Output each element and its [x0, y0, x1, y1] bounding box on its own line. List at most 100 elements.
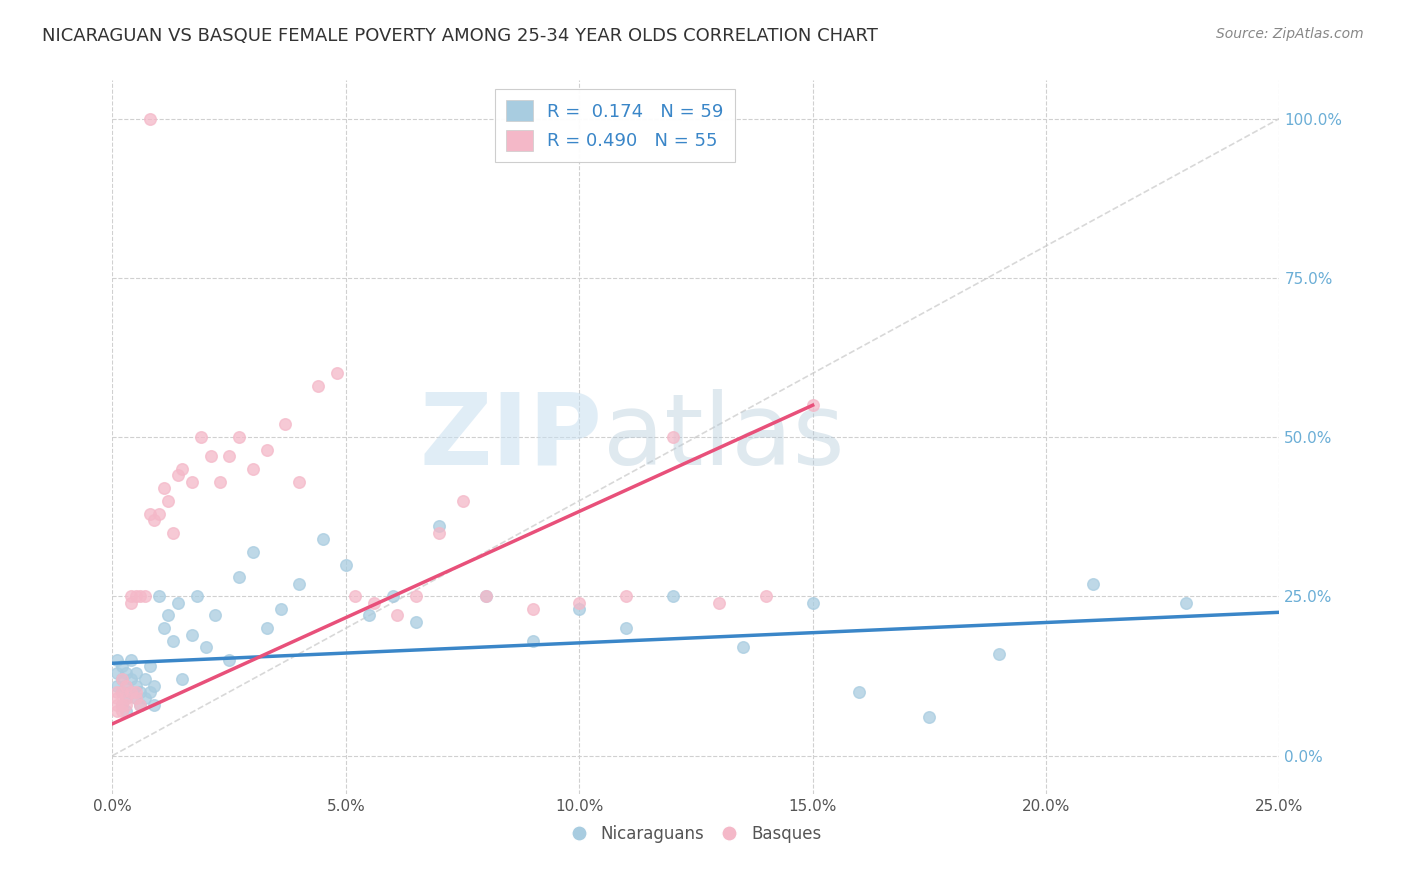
Point [111, 698, 134, 712]
Point [111, 672, 134, 686]
Point [129, 698, 152, 712]
Point [143, 698, 166, 712]
Point [105, 665, 128, 680]
Point [256, 442, 278, 457]
Point [208, 475, 231, 489]
Point [270, 602, 292, 616]
Point [475, 590, 498, 604]
Point [111, 704, 134, 718]
Point [405, 615, 427, 629]
Point [325, 367, 347, 381]
Point [522, 602, 544, 616]
Point [363, 596, 385, 610]
Point [614, 590, 637, 604]
Point [111, 698, 134, 712]
Point [661, 430, 683, 444]
Point [228, 430, 250, 444]
Point [120, 685, 142, 699]
Point [105, 653, 128, 667]
Point [387, 608, 409, 623]
Point [162, 525, 184, 540]
Point [134, 590, 156, 604]
Point [111, 659, 134, 673]
Point [129, 590, 152, 604]
Point [115, 704, 138, 718]
Point [405, 590, 427, 604]
Point [115, 691, 138, 706]
Point [143, 513, 166, 527]
Point [218, 653, 240, 667]
Point [134, 672, 156, 686]
Point [172, 462, 194, 476]
Point [125, 685, 148, 699]
Point [111, 685, 134, 699]
Text: Source: ZipAtlas.com: Source: ZipAtlas.com [1216, 27, 1364, 41]
Point [129, 685, 152, 699]
Point [125, 691, 148, 706]
Point [180, 475, 202, 489]
Point [218, 449, 240, 463]
Point [256, 621, 278, 635]
Point [190, 430, 212, 444]
Point [125, 665, 148, 680]
Point [475, 590, 498, 604]
Point [568, 596, 591, 610]
Point [381, 590, 404, 604]
Text: ZIP: ZIP [420, 389, 603, 485]
Point [105, 679, 128, 693]
Point [200, 449, 222, 463]
Point [194, 640, 217, 655]
Point [427, 519, 450, 533]
Point [157, 608, 180, 623]
Point [139, 507, 162, 521]
Point [143, 679, 166, 693]
Point [661, 590, 683, 604]
Point [755, 590, 778, 604]
Point [522, 634, 544, 648]
Text: NICARAGUAN VS BASQUE FEMALE POVERTY AMONG 25-34 YEAR OLDS CORRELATION CHART: NICARAGUAN VS BASQUE FEMALE POVERTY AMON… [42, 27, 879, 45]
Point [105, 685, 128, 699]
Point [288, 576, 311, 591]
Point [111, 685, 134, 699]
Point [162, 634, 184, 648]
Point [335, 558, 357, 572]
Point [157, 493, 180, 508]
Point [125, 679, 148, 693]
Point [242, 545, 264, 559]
Point [139, 685, 162, 699]
Point [105, 698, 128, 712]
Point [204, 608, 226, 623]
Point [148, 507, 170, 521]
Point [120, 672, 142, 686]
Point [105, 704, 128, 718]
Point [1175, 596, 1198, 610]
Point [111, 672, 134, 686]
Point [359, 608, 381, 623]
Point [139, 659, 162, 673]
Point [153, 621, 176, 635]
Point [134, 691, 156, 706]
Point [274, 417, 297, 432]
Point [139, 112, 162, 126]
Point [148, 590, 170, 604]
Point [120, 685, 142, 699]
Point [451, 493, 474, 508]
Point [307, 379, 329, 393]
Point [186, 590, 208, 604]
Text: atlas: atlas [603, 389, 844, 485]
Point [115, 679, 138, 693]
Point [115, 691, 138, 706]
Point [228, 570, 250, 584]
Point [120, 596, 142, 610]
Point [153, 481, 176, 495]
Point [129, 698, 152, 712]
Point [288, 475, 311, 489]
Point [115, 665, 138, 680]
Point [731, 640, 754, 655]
Point [172, 672, 194, 686]
Legend: Nicaraguans, Basques: Nicaraguans, Basques [564, 819, 828, 850]
Point [344, 590, 367, 604]
Point [918, 710, 941, 724]
Point [120, 653, 142, 667]
Point [125, 590, 148, 604]
